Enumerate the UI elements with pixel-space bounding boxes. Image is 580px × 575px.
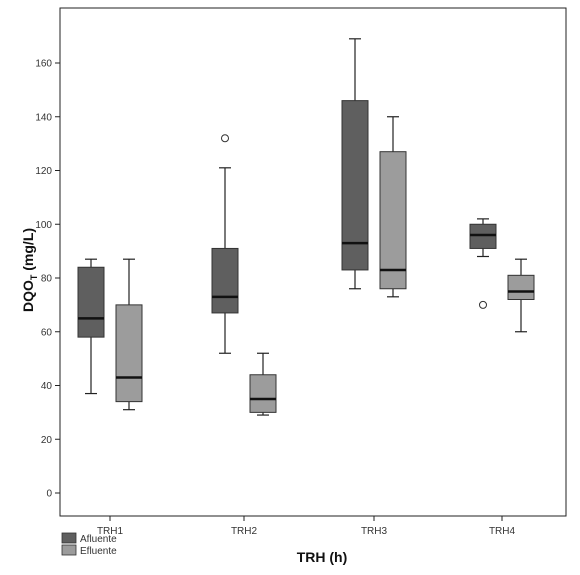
- x-tick-label: TRH3: [361, 526, 388, 537]
- x-tick-label: TRH4: [489, 526, 516, 537]
- legend-label-afluente: Afluente: [80, 534, 117, 545]
- box-efluente-trh1: [115, 258, 143, 411]
- box-iqr: [469, 223, 497, 249]
- box-efluente-trh3: [379, 116, 407, 298]
- y-axis-title: DQOT (mg/L): [20, 228, 39, 312]
- y-tick-label: 0: [46, 489, 52, 500]
- y-tick-label: 140: [35, 112, 52, 123]
- y-tick-label: 160: [35, 59, 52, 70]
- box-afluente-trh3: [341, 38, 369, 290]
- y-tick-label: 60: [41, 327, 53, 338]
- outlier-point: [221, 134, 229, 143]
- legend-label-efluente: Efluente: [80, 546, 117, 557]
- legend-swatch-efluente: [61, 544, 77, 556]
- box-afluente-trh1: [77, 258, 105, 395]
- box-series: [77, 38, 535, 416]
- box-efluente-trh2: [249, 352, 277, 416]
- y-axis-title-subscript: T: [29, 274, 39, 280]
- y-axis: 0 20 40 60 80 100 120 140 160: [35, 59, 60, 500]
- box-efluente-trh4: [507, 258, 535, 333]
- box-iqr: [341, 100, 369, 271]
- plot-frame: [59, 7, 567, 517]
- x-axis-title: TRH (h): [297, 549, 348, 565]
- y-tick-label: 100: [35, 220, 52, 231]
- x-axis: TRH1 TRH2 TRH3 TRH4: [97, 516, 516, 537]
- box-afluente-trh2: [211, 134, 239, 354]
- y-axis-title-unit: (mg/L): [20, 228, 36, 275]
- x-tick-label: TRH1: [97, 526, 124, 537]
- y-tick-label: 40: [41, 381, 53, 392]
- y-tick-label: 80: [41, 274, 53, 285]
- x-tick-label: TRH2: [231, 526, 258, 537]
- outlier-point: [479, 300, 487, 309]
- y-tick-label: 120: [35, 166, 52, 177]
- y-tick-label: 20: [41, 435, 53, 446]
- y-axis-title-main: DQO: [20, 280, 36, 312]
- box-iqr: [249, 374, 277, 413]
- box-iqr: [379, 151, 407, 290]
- box-iqr: [77, 266, 105, 338]
- box-iqr: [211, 247, 239, 314]
- legend-swatch-afluente: [61, 532, 77, 544]
- box-afluente-trh4: [469, 218, 497, 309]
- box-iqr: [507, 274, 535, 300]
- box-iqr: [115, 304, 143, 403]
